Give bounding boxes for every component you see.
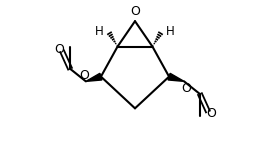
Polygon shape — [86, 73, 102, 81]
Text: O: O — [130, 5, 140, 18]
Text: O: O — [181, 81, 191, 95]
Text: O: O — [54, 43, 64, 56]
Text: H: H — [95, 25, 104, 38]
Polygon shape — [168, 73, 184, 81]
Text: O: O — [206, 107, 216, 120]
Text: O: O — [79, 69, 89, 82]
Text: H: H — [166, 25, 175, 38]
